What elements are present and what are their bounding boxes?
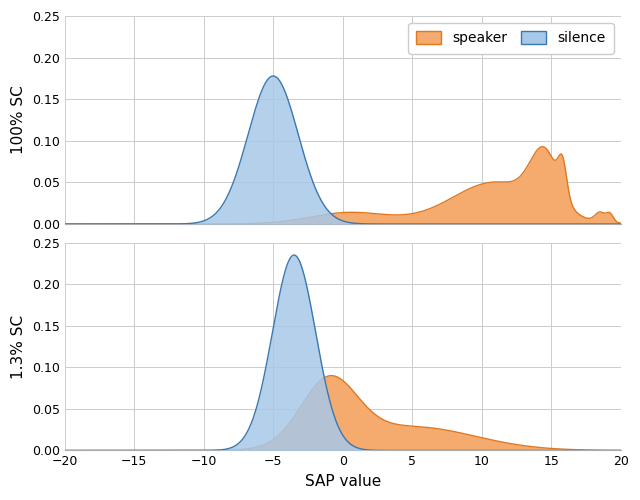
Legend: speaker, silence: speaker, silence <box>408 23 614 54</box>
Y-axis label: 100% SC: 100% SC <box>11 86 26 154</box>
X-axis label: SAP value: SAP value <box>305 474 381 489</box>
Y-axis label: 1.3% SC: 1.3% SC <box>11 314 26 378</box>
